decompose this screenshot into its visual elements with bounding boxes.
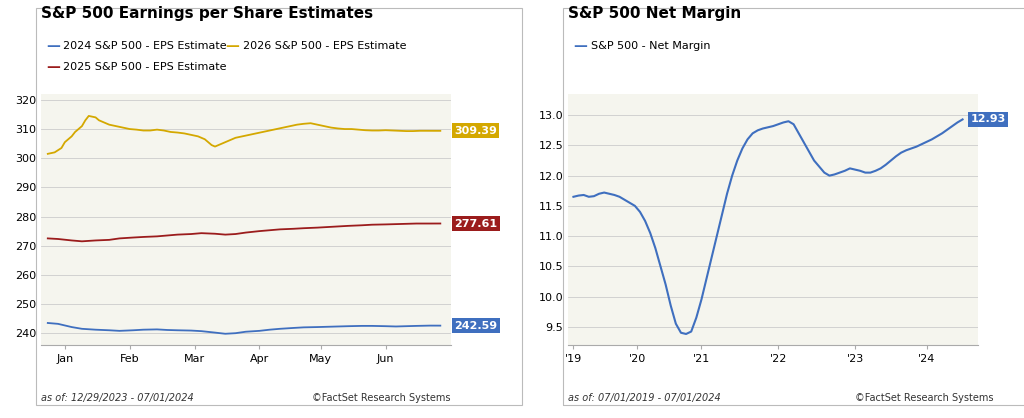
Text: —: — [46, 60, 60, 74]
Text: —: — [225, 39, 240, 53]
Text: —: — [573, 39, 588, 53]
Text: S&P 500 - Net Margin: S&P 500 - Net Margin [591, 41, 711, 51]
Text: —: — [46, 39, 60, 53]
Text: 2024 S&P 500 - EPS Estimate: 2024 S&P 500 - EPS Estimate [63, 41, 227, 51]
Text: 2026 S&P 500 - EPS Estimate: 2026 S&P 500 - EPS Estimate [243, 41, 407, 51]
Text: 242.59: 242.59 [454, 321, 497, 331]
Text: as of: 07/01/2019 - 07/01/2024: as of: 07/01/2019 - 07/01/2024 [568, 393, 721, 403]
Text: as of: 12/29/2023 - 07/01/2024: as of: 12/29/2023 - 07/01/2024 [41, 393, 194, 403]
Text: 309.39: 309.39 [454, 126, 497, 136]
Text: ©FactSet Research Systems: ©FactSet Research Systems [312, 393, 451, 403]
Text: ©FactSet Research Systems: ©FactSet Research Systems [855, 393, 993, 403]
Text: S&P 500 Net Margin: S&P 500 Net Margin [568, 6, 741, 21]
Text: 2025 S&P 500 - EPS Estimate: 2025 S&P 500 - EPS Estimate [63, 62, 227, 72]
Text: S&P 500 Earnings per Share Estimates: S&P 500 Earnings per Share Estimates [41, 6, 373, 21]
Text: 12.93: 12.93 [971, 115, 1006, 125]
Text: 277.61: 277.61 [454, 219, 497, 229]
